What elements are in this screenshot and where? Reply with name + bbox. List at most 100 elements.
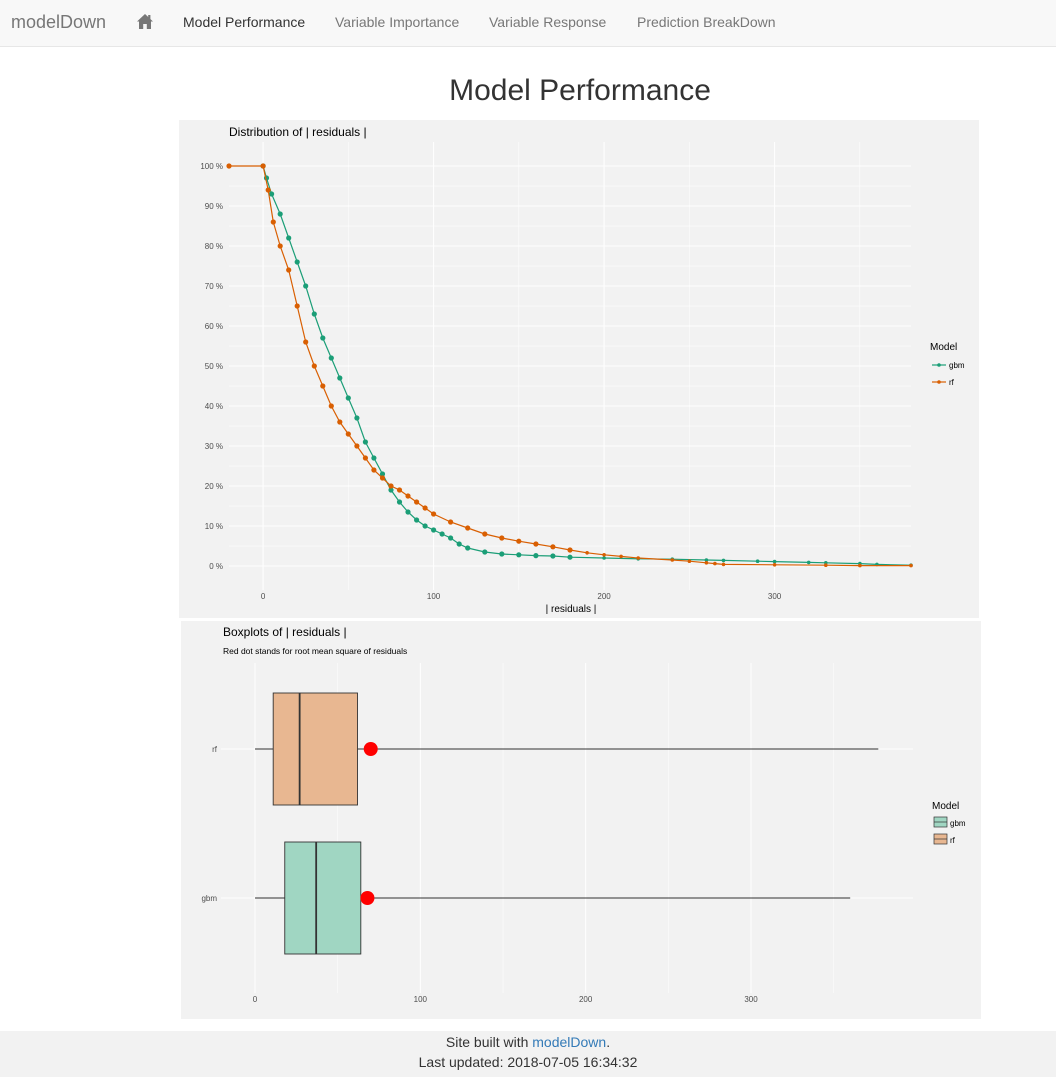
nav-prediction-breakdown[interactable]: Prediction BreakDown (637, 14, 776, 30)
chart1-point-gbm (550, 553, 556, 559)
chart1-point-gbm (311, 311, 317, 317)
chart1-point-rf (448, 519, 454, 525)
chart1-point-gbm (482, 549, 488, 555)
chart1-point-rf (721, 562, 726, 567)
footer-built-line: Site built with modelDown. (0, 1034, 1056, 1050)
chart1-point-rf (379, 475, 386, 481)
chart1-point-gbm (414, 517, 420, 523)
chart1-point-rf (226, 163, 232, 169)
chart1-point-gbm (345, 395, 351, 401)
brand-link[interactable]: modelDown (11, 12, 107, 32)
chart2-rmse-dot-gbm (360, 891, 375, 905)
chart1-point-gbm (362, 439, 368, 445)
footer: Site built with modelDown. Last updated:… (0, 1031, 1056, 1077)
chart1-point-gbm (303, 283, 309, 289)
nav-variable-response[interactable]: Variable Response (489, 14, 607, 30)
chart1-point-rf (482, 531, 488, 537)
page-title: Model Performance (449, 74, 711, 107)
chart1-point-rf (260, 163, 266, 169)
chart1-point-gbm (448, 535, 454, 541)
chart1-title: Distribution of | residuals | (229, 125, 367, 139)
chart1-point-rf (670, 558, 675, 562)
chart1-point-rf (465, 525, 471, 531)
chart1-point-gbm (328, 355, 334, 361)
chart1-point-rf (414, 499, 420, 505)
chart1-point-rf (687, 559, 692, 563)
chart1-legend-title: Model (930, 342, 957, 353)
chart2-x-tick-label: 100 (414, 995, 428, 1004)
chart1-point-gbm (277, 211, 283, 217)
chart1-point-rf (345, 431, 351, 437)
chart1-point-gbm (456, 541, 462, 547)
chart1-point-gbm (516, 552, 522, 558)
chart1-series-line-rf (229, 165, 911, 567)
chart2-legend-label-gbm: gbm (950, 819, 966, 828)
chart1-point-rf (405, 493, 411, 499)
chart1-point-rf (396, 487, 403, 493)
chart1-y-tick-label: 90 % (205, 202, 223, 211)
home-icon[interactable] (136, 13, 154, 30)
chart1-point-rf (713, 561, 717, 566)
chart1-point-gbm (704, 558, 709, 562)
chart2-y-tick-label-rf: rf (212, 745, 218, 754)
chart1-point-gbm (371, 455, 377, 461)
chart2-y-tick-label-gbm: gbm (201, 894, 217, 903)
chart1-point-rf (294, 303, 300, 309)
chart1-point-rf (422, 505, 428, 511)
chart1-y-tick-label: 70 % (205, 282, 223, 291)
chart1-point-gbm (422, 523, 428, 529)
chart1-y-tick-label: 100 % (200, 162, 223, 171)
chart2-legend: Model gbm rf (932, 801, 966, 845)
chart1-point-rf (286, 267, 292, 273)
nav-model-performance[interactable]: Model Performance (183, 14, 306, 30)
chart1-point-gbm (294, 259, 300, 265)
chart1-point-gbm (602, 556, 606, 560)
modeldown-link[interactable]: modelDown (532, 1034, 607, 1050)
chart1-point-gbm (499, 551, 505, 557)
chart1-point-rf (636, 556, 640, 560)
chart1-point-gbm (269, 191, 275, 197)
chart1-y-tick-label: 50 % (205, 362, 223, 371)
chart1-point-gbm (388, 487, 394, 493)
chart1-point-rf (431, 511, 437, 517)
chart1-point-rf (311, 363, 317, 369)
nav-variable-importance[interactable]: Variable Importance (335, 14, 460, 30)
chart1-x-tick-label: 0 (261, 592, 266, 601)
chart1-x-axis-label: | residuals | (546, 604, 597, 615)
footer-built-text: Site built with (445, 1034, 533, 1050)
chart2-box-rf (272, 692, 358, 806)
chart1-point-gbm (354, 415, 360, 421)
navbar: modelDown Model Performance Variable Imp… (0, 0, 1056, 47)
chart2-box-gbm (284, 841, 362, 955)
chart1-point-rf (371, 467, 377, 473)
chart1-point-gbm (396, 499, 403, 505)
chart1-point-rf (337, 419, 343, 425)
chart1-point-gbm (533, 553, 539, 559)
chart1-legend-dot-rf (937, 380, 941, 384)
chart1-point-rf (602, 553, 606, 557)
chart1-point-rf (704, 561, 709, 565)
footer-built-period: . (606, 1034, 611, 1050)
chart1-point-gbm (772, 559, 777, 564)
chart1-point-gbm (439, 531, 445, 537)
chart1-point-rf (320, 383, 326, 389)
chart1-point-rf (499, 535, 505, 541)
chart1-point-gbm (320, 335, 326, 341)
chart1-point-gbm (567, 554, 573, 560)
chart1-x-tick-label: 200 (597, 592, 611, 601)
chart1-point-rf (567, 547, 573, 553)
chart1-point-gbm (379, 471, 386, 477)
residual-distribution-chart: 0 % 10 % 20 % 30 % 40 % 50 % 60 % 70 % 80 % 90 % 1… (179, 120, 979, 618)
chart2-x-tick-label: 300 (744, 995, 758, 1004)
chart2-legend-title: Model (932, 801, 959, 812)
chart1-legend-label-gbm: gbm (949, 361, 965, 370)
chart1-point-rf (533, 541, 539, 547)
chart1-y-tick-label: 60 % (205, 322, 223, 331)
chart1-point-rf (858, 563, 862, 568)
chart1-point-gbm (465, 545, 471, 551)
chart1-y-tick-label: 10 % (205, 522, 223, 531)
chart1-point-gbm (755, 559, 760, 563)
chart2-x-tick-label: 0 (253, 995, 258, 1004)
chart1-y-tick-label: 20 % (205, 482, 223, 491)
residual-distribution-svg: 0 % 10 % 20 % 30 % 40 % 50 % 60 % 70 % 80 % 90 % 1… (200, 125, 965, 615)
